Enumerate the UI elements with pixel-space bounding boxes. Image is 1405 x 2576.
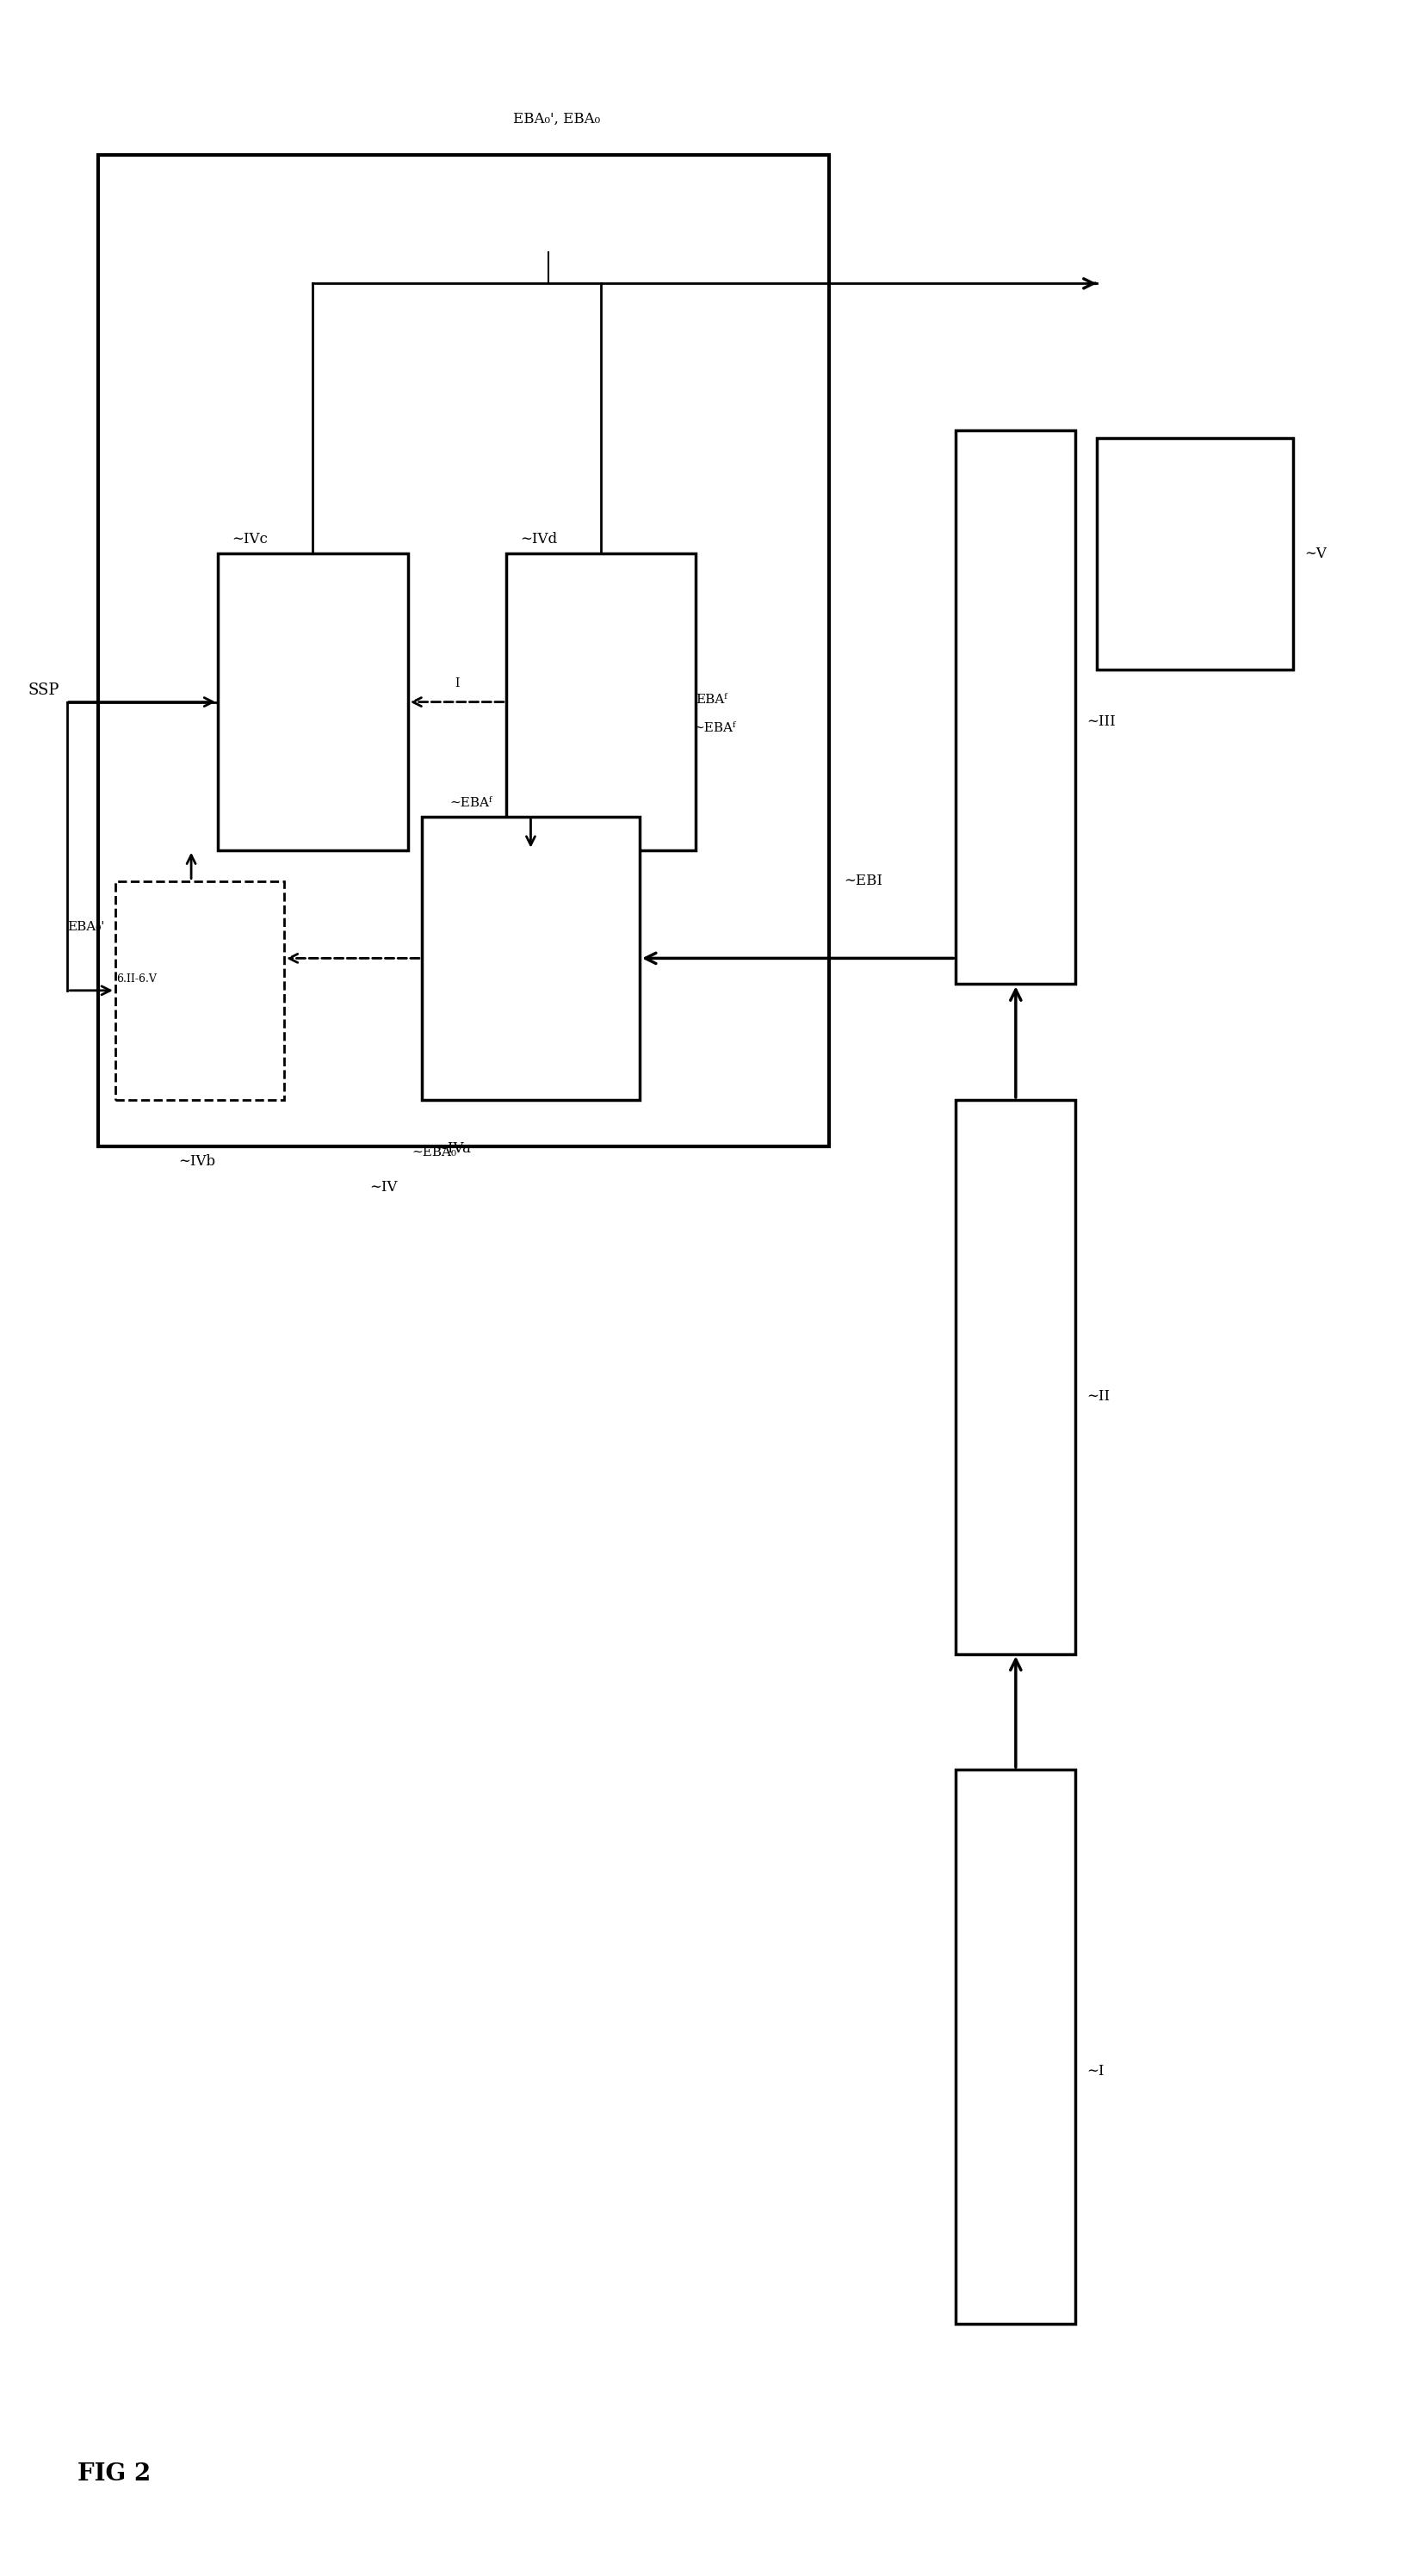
Bar (955, 1770, 1075, 2324)
Text: ∼IVc: ∼IVc (232, 531, 268, 546)
Text: 6.II-6.V: 6.II-6.V (117, 974, 157, 984)
Text: EBA₀': EBA₀' (67, 922, 105, 933)
Bar (218, 554, 407, 850)
Text: ∼V: ∼V (1304, 546, 1326, 562)
Text: EBAᶠ: EBAᶠ (695, 693, 726, 706)
Text: ∼EBA₀: ∼EBA₀ (412, 1146, 457, 1159)
Bar (1096, 438, 1293, 670)
Text: ∼II: ∼II (1086, 1388, 1110, 1404)
Text: FIG 2: FIG 2 (77, 2463, 150, 2486)
Bar (506, 554, 695, 850)
Bar (955, 430, 1075, 984)
Bar (955, 1100, 1075, 1654)
Text: ∼EBI: ∼EBI (843, 873, 882, 889)
Text: ∼IVd: ∼IVd (520, 531, 556, 546)
Bar (98, 155, 829, 1146)
Text: ∼IV: ∼IV (370, 1180, 398, 1195)
Text: ∼I: ∼I (1086, 2063, 1104, 2079)
Text: EBA₀', EBA₀: EBA₀', EBA₀ (513, 111, 600, 126)
Text: ∼IVa: ∼IVa (436, 1141, 471, 1157)
Text: ∼III: ∼III (1086, 714, 1116, 729)
Text: ∼EBAᶠ: ∼EBAᶠ (450, 796, 492, 809)
Bar (422, 817, 639, 1100)
Text: ∼IVb: ∼IVb (178, 1154, 215, 1170)
Bar (115, 881, 284, 1100)
Text: I: I (454, 677, 459, 690)
Text: SSP: SSP (28, 683, 59, 698)
Text: ∼EBAᶠ: ∼EBAᶠ (693, 721, 735, 734)
